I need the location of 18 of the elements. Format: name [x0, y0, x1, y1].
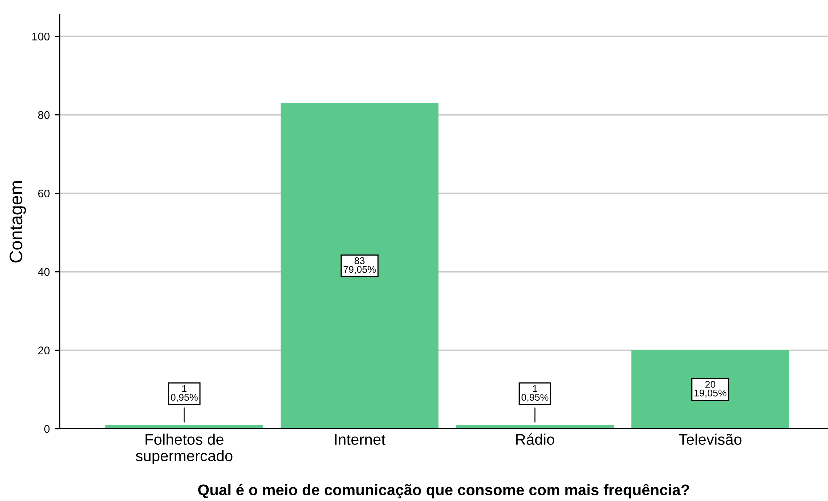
x-tick-label: Televisão: [679, 434, 742, 446]
y-tick-label: 100: [32, 32, 50, 41]
data-label: 1 0,95%: [522, 385, 549, 402]
y-tick-label: 60: [38, 190, 50, 198]
y-axis-title: Contagem: [10, 182, 26, 263]
bar: [280, 103, 439, 429]
data-label: 20 19,05%: [694, 381, 727, 398]
y-tick-label: 80: [38, 111, 50, 120]
x-tick-label: Internet: [335, 434, 386, 446]
data-label: 83 79,05%: [344, 258, 376, 274]
y-tick-label: 0: [44, 425, 50, 434]
bar: [632, 350, 790, 429]
x-tick-label: Folhetos de supermercado: [136, 434, 233, 465]
data-label: 1 0,95%: [171, 385, 198, 402]
x-axis-title: Qual é o meio de comunicação que consome com mais frequência?: [198, 484, 690, 499]
x-tick-label: Rádio: [516, 434, 554, 446]
y-tick-label: 20: [38, 346, 50, 355]
y-tick-label: 40: [38, 268, 50, 276]
